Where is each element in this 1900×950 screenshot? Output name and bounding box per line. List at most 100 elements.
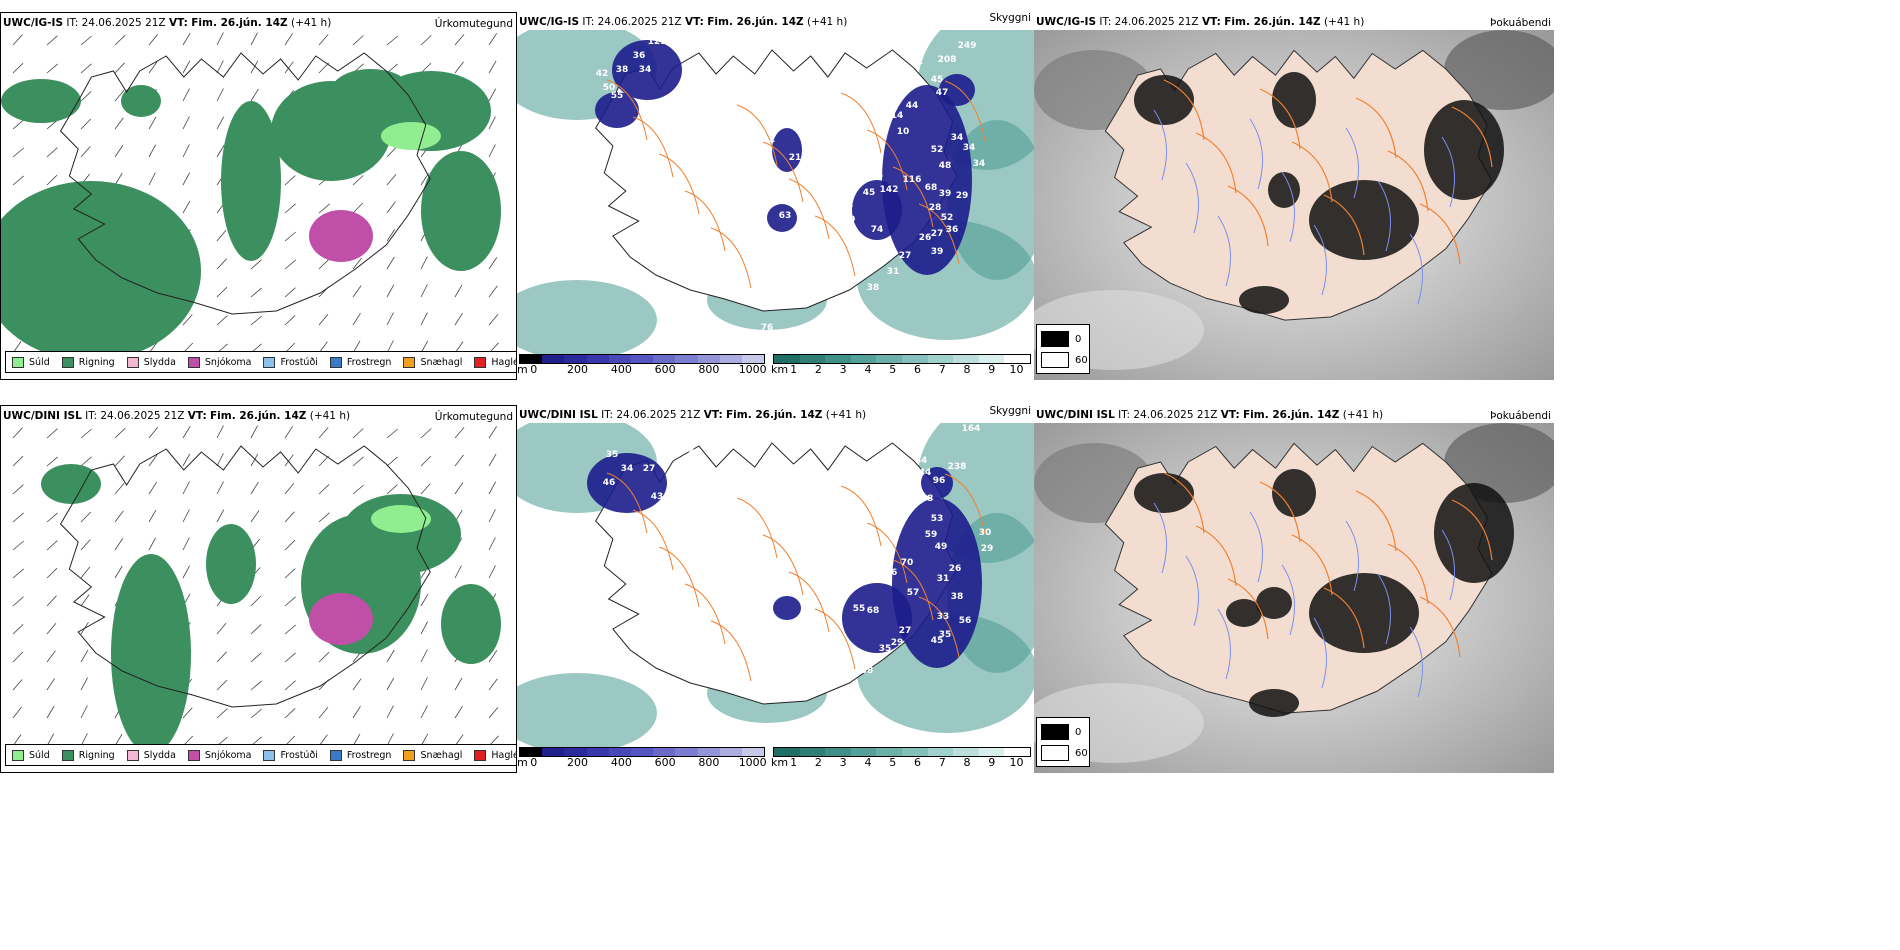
legend-swatch xyxy=(263,749,276,761)
road-line xyxy=(1387,150,1429,212)
wind-barb xyxy=(250,32,258,46)
wind-barb xyxy=(182,60,191,74)
wind-barb xyxy=(488,537,496,551)
cloud-base-value: 27 xyxy=(899,626,912,636)
cloud-base-value: 57 xyxy=(907,588,920,598)
legend-label: Haglél xyxy=(491,356,516,368)
wind-barb xyxy=(182,707,193,719)
cloud-base-value: 43 xyxy=(669,492,682,502)
wind-barb xyxy=(284,287,296,298)
colorbar-tick: 0 xyxy=(530,363,538,376)
legend-swatch xyxy=(329,749,342,761)
river-line xyxy=(1377,573,1391,645)
height-colorbar: m 0 200 400 600 800 1000 xyxy=(517,354,767,376)
road-line xyxy=(1419,596,1461,658)
wind-barb xyxy=(284,482,295,495)
fog-area xyxy=(1434,483,1514,583)
wind-barb xyxy=(454,34,465,46)
road-line xyxy=(788,571,830,633)
wind-barb xyxy=(80,677,88,691)
wind-barb xyxy=(182,116,190,130)
river-line xyxy=(1185,162,1199,234)
cloud-base-value: 28 xyxy=(929,203,942,213)
colorbar-tick: 9 xyxy=(988,756,996,769)
colorbar-tick: 0 xyxy=(530,756,538,769)
cloud-base-value: 45 xyxy=(931,75,944,85)
wind-barb xyxy=(250,315,262,326)
cloud-base-value: 29 xyxy=(956,191,969,201)
wind-barb xyxy=(216,651,227,663)
cloud-base-value: 63 xyxy=(833,586,846,596)
road-line xyxy=(762,534,804,596)
wind-barb xyxy=(216,88,224,102)
cloud-base-value: 75 xyxy=(871,171,884,181)
river-line xyxy=(1281,171,1295,243)
colorbar-labels: 1 2 3 4 5 6 7 8 9 10 xyxy=(773,756,1031,769)
colorbar-tick: 8 xyxy=(963,363,971,376)
panel-header: UWC/DINI ISL IT: 24.06.2025 21Z VT: Fim.… xyxy=(1036,409,1384,421)
fog-light-swatch xyxy=(1041,745,1069,761)
wind-barb xyxy=(216,286,228,298)
wind-barb xyxy=(318,34,329,46)
cloud-base-value: 121 xyxy=(648,37,667,47)
cloud-base-value: 36 xyxy=(946,225,959,235)
colorbar-tick: 200 xyxy=(567,363,589,376)
colorbar-strip xyxy=(519,354,765,364)
wind-barb xyxy=(420,733,429,747)
wind-barb xyxy=(284,231,296,242)
visibility-colorbar: km 1 2 3 4 5 6 7 8 9 10 xyxy=(771,747,1031,769)
wind-barb xyxy=(250,287,262,298)
wind-barb xyxy=(318,651,330,663)
legend-item: Frostúði xyxy=(263,356,318,368)
cloud-base-value: 45 xyxy=(861,568,874,578)
cloud-base-value: 29 xyxy=(981,544,994,554)
wind-barb xyxy=(80,35,92,46)
wind-barb xyxy=(284,33,294,46)
wind-barb xyxy=(12,427,23,439)
wind-barb xyxy=(318,258,330,270)
road-line xyxy=(1387,543,1429,605)
cloud-base-value: 34 xyxy=(621,464,634,474)
wind-barb xyxy=(46,705,55,719)
road-line xyxy=(814,215,856,277)
cloud-base-value: 74 xyxy=(871,225,884,235)
wind-barb xyxy=(182,172,190,186)
road-line xyxy=(840,92,882,154)
wind-barb xyxy=(12,512,24,523)
wind-barb xyxy=(488,33,498,46)
road-line xyxy=(814,608,856,670)
drizzle-area xyxy=(381,122,441,150)
wind-barb xyxy=(386,256,395,270)
cloud-base-value: 55 xyxy=(841,201,854,211)
cloud-base-value: 29 xyxy=(891,638,904,648)
road-line xyxy=(944,473,986,535)
colorbar-tick: 600 xyxy=(654,756,676,769)
cloud-base-value: 50 xyxy=(843,215,856,225)
wind-barb xyxy=(114,90,125,102)
legend-swatch xyxy=(474,356,487,368)
wind-barb xyxy=(216,258,227,270)
colorbar-tick: 1000 xyxy=(738,756,767,769)
panel-title: Úrkomutegund xyxy=(434,411,513,423)
wind-barb xyxy=(284,539,296,551)
wind-barb xyxy=(488,314,499,326)
fog-area xyxy=(1309,573,1419,653)
legend-item: Haglél xyxy=(474,749,516,761)
wind-barb xyxy=(284,426,294,439)
wind-barb xyxy=(386,146,397,158)
road-line xyxy=(1323,194,1365,256)
low-visibility-area xyxy=(517,280,657,354)
wind-barb xyxy=(216,509,225,523)
wind-barb xyxy=(488,565,496,579)
wind-barb xyxy=(80,511,92,523)
wind-barb xyxy=(12,651,24,663)
wind-barb xyxy=(12,568,24,579)
wind-barb xyxy=(284,203,296,214)
wind-barb xyxy=(488,285,498,298)
panel-title: Skyggni xyxy=(989,405,1032,417)
road-line xyxy=(1355,97,1397,159)
colorbar-tick: 10 xyxy=(1009,756,1024,769)
wind-barb xyxy=(488,453,497,467)
visibility-map: 121 267 249 36 42 208 38 34 42 45 50 47 55 44 59 14 54 10… xyxy=(517,30,1034,354)
cloud-base-value: 38 xyxy=(861,666,874,676)
